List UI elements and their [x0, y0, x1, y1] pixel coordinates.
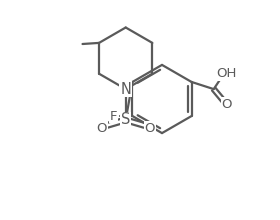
Text: O: O — [96, 122, 107, 135]
Text: O: O — [222, 98, 232, 111]
Text: OH: OH — [217, 67, 237, 80]
Text: S: S — [121, 112, 130, 127]
Text: O: O — [145, 122, 155, 135]
Text: F: F — [110, 110, 118, 123]
Text: N: N — [120, 82, 131, 97]
